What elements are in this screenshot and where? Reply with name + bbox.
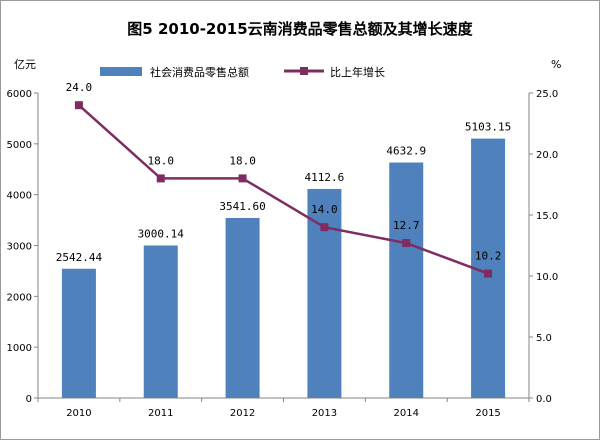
legend-bar-label: 社会消费品零售总额 (150, 65, 249, 79)
bar-value-label: 5103.15 (465, 121, 511, 134)
left-tick-label: 1000 (7, 343, 32, 354)
line-point (320, 223, 329, 232)
left-tick-label: 6000 (7, 89, 32, 100)
bar (225, 217, 260, 398)
bar-value-label: 2542.44 (56, 251, 103, 264)
line-value-label: 14.0 (311, 203, 338, 216)
left-tick-label: 4000 (7, 191, 32, 202)
line-point (156, 174, 165, 183)
x-tick-label: 2015 (475, 408, 500, 419)
line-point (402, 239, 411, 248)
bar (61, 268, 96, 398)
left-tick-label: 3000 (7, 242, 32, 253)
legend-line-label: 比上年增长 (330, 65, 385, 79)
bar-value-label: 3541.60 (219, 200, 265, 213)
right-tick-label: 5.0 (536, 333, 552, 344)
bar (389, 162, 424, 398)
line-value-labels: 24.0 18.0 18.0 14.0 12.7 10.2 (66, 81, 502, 262)
bar (143, 245, 178, 398)
line-value-label: 24.0 (66, 81, 93, 94)
left-axis-unit: 亿元 (14, 58, 36, 71)
line-series (74, 101, 493, 278)
line-value-label: 10.2 (475, 250, 502, 263)
line-path (78, 104, 489, 275)
x-tick-label: 2012 (230, 408, 255, 419)
x-tick-label: 2013 (312, 408, 337, 419)
left-tick-label: 2000 (7, 292, 32, 303)
right-tick-label: 20.0 (536, 150, 558, 161)
bar-value-label: 3000.14 (138, 227, 185, 240)
axes: 0 1000 2000 3000 4000 5000 6000 0.0 5.0 10.0 15.0 2… (7, 89, 559, 419)
legend-line-marker (300, 67, 308, 75)
x-tick-label: 2011 (148, 408, 173, 419)
x-tick-label: 2010 (66, 408, 91, 419)
line-value-label: 18.0 (148, 154, 175, 167)
chart-title: 图5 2010-2015云南消费品零售总额及其增长速度 (127, 20, 473, 38)
line-point (484, 269, 493, 278)
line-value-label: 18.0 (229, 154, 256, 167)
left-tick-label: 5000 (7, 140, 32, 151)
right-tick-label: 10.0 (536, 272, 558, 283)
right-tick-label: 25.0 (536, 89, 558, 100)
bar-value-labels: 2542.44 3000.14 3541.60 4112.6 4632.9 5103.15 (56, 121, 512, 264)
bar-value-label: 4632.9 (386, 144, 426, 157)
line-value-label: 12.7 (393, 219, 420, 232)
legend-bar-swatch (100, 67, 142, 76)
right-tick-label: 15.0 (536, 211, 558, 222)
bar-value-label: 4112.6 (305, 171, 345, 184)
right-axis-unit: % (551, 58, 561, 71)
line-point (74, 101, 83, 110)
right-tick-label: 0.0 (536, 394, 552, 405)
left-tick-label: 0 (26, 394, 32, 405)
x-tick-label: 2014 (394, 408, 419, 419)
line-point (238, 174, 247, 183)
legend: 社会消费品零售总额 比上年增长 (100, 65, 385, 79)
bar-series (61, 138, 506, 398)
